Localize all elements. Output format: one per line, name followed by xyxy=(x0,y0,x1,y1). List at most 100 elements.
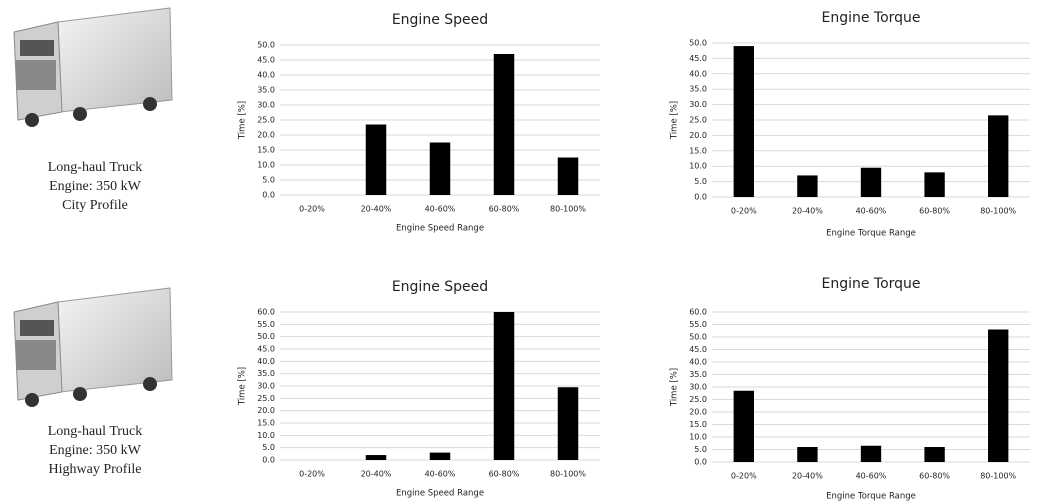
x-tick-label: 20-40% xyxy=(361,205,392,214)
x-tick-label: 0-20% xyxy=(299,470,325,479)
y-tick-label: 40.0 xyxy=(689,358,707,367)
x-tick-label: 80-100% xyxy=(980,472,1016,481)
chart-title: Engine Speed xyxy=(392,279,488,295)
truck-image xyxy=(14,288,172,407)
y-tick-label: 20.0 xyxy=(689,131,707,140)
bar xyxy=(366,455,386,460)
y-tick-label: 35.0 xyxy=(689,370,707,379)
caption: Engine: 350 kW xyxy=(49,443,142,458)
x-tick-label: 80-100% xyxy=(550,205,586,214)
x-tick-label: 80-100% xyxy=(980,207,1016,216)
bar xyxy=(797,175,817,197)
x-tick-label: 40-60% xyxy=(856,472,887,481)
y-tick-label: 45.0 xyxy=(257,345,275,354)
y-tick-label: 50.0 xyxy=(257,41,275,50)
x-tick-label: 40-60% xyxy=(425,470,456,479)
y-tick-label: 5.0 xyxy=(694,445,707,454)
y-tick-label: 35.0 xyxy=(257,86,275,95)
y-tick-label: 20.0 xyxy=(257,406,275,415)
bar xyxy=(494,54,514,195)
y-tick-label: 35.0 xyxy=(689,85,707,94)
y-tick-label: 15.0 xyxy=(257,146,275,155)
y-tick-label: 10.0 xyxy=(257,161,275,170)
y-tick-label: 30.0 xyxy=(689,100,707,109)
y-tick-label: 10.0 xyxy=(689,162,707,171)
bar xyxy=(861,446,881,462)
y-tick-label: 55.0 xyxy=(689,320,707,329)
bar xyxy=(558,158,578,196)
chart-title: Engine Torque xyxy=(821,10,920,26)
y-tick-label: 35.0 xyxy=(257,369,275,378)
y-axis-label: Time [%] xyxy=(670,101,680,140)
y-tick-label: 50.0 xyxy=(689,333,707,342)
y-tick-label: 0.0 xyxy=(694,458,707,467)
x-tick-label: 0-20% xyxy=(731,207,757,216)
y-axis-label: Time [%] xyxy=(238,367,248,406)
bar xyxy=(430,143,450,196)
chart-title: Engine Torque xyxy=(821,276,920,292)
y-tick-label: 15.0 xyxy=(689,420,707,429)
y-tick-label: 45.0 xyxy=(689,54,707,63)
y-tick-label: 30.0 xyxy=(257,101,275,110)
y-tick-label: 40.0 xyxy=(689,69,707,78)
y-tick-label: 55.0 xyxy=(257,320,275,329)
y-tick-label: 50.0 xyxy=(689,39,707,48)
y-tick-label: 5.0 xyxy=(262,443,275,452)
bar xyxy=(430,453,450,460)
y-tick-label: 10.0 xyxy=(689,433,707,442)
x-axis-label: Engine Speed Range xyxy=(396,489,484,499)
caption: Engine: 350 kW xyxy=(49,179,142,194)
bar xyxy=(924,447,944,462)
y-axis-label: Time [%] xyxy=(238,101,248,140)
y-tick-label: 45.0 xyxy=(257,56,275,65)
figure: Long-haul Truck Engine: 350 kW City Prof… xyxy=(0,0,1037,504)
truck-image xyxy=(14,8,172,127)
x-tick-label: 40-60% xyxy=(425,205,456,214)
y-tick-label: 30.0 xyxy=(257,382,275,391)
y-tick-label: 25.0 xyxy=(257,394,275,403)
y-tick-label: 15.0 xyxy=(689,146,707,155)
y-tick-label: 0.0 xyxy=(694,193,707,202)
y-tick-label: 40.0 xyxy=(257,357,275,366)
x-axis-label: Engine Torque Range xyxy=(826,229,916,239)
x-tick-label: 60-80% xyxy=(919,472,950,481)
y-tick-label: 25.0 xyxy=(689,395,707,404)
y-tick-label: 20.0 xyxy=(689,408,707,417)
x-tick-label: 0-20% xyxy=(731,472,757,481)
y-tick-label: 15.0 xyxy=(257,419,275,428)
y-tick-label: 40.0 xyxy=(257,71,275,80)
x-tick-label: 0-20% xyxy=(299,205,325,214)
bar xyxy=(558,387,578,460)
chart-title: Engine Speed xyxy=(392,12,488,28)
y-tick-label: 5.0 xyxy=(262,176,275,185)
x-tick-label: 60-80% xyxy=(919,207,950,216)
caption: Long-haul Truck xyxy=(48,160,143,175)
x-axis-label: Engine Speed Range xyxy=(396,224,484,234)
y-tick-label: 60.0 xyxy=(689,308,707,317)
x-tick-label: 80-100% xyxy=(550,470,586,479)
bar xyxy=(861,168,881,197)
bar xyxy=(797,447,817,462)
y-tick-label: 60.0 xyxy=(257,308,275,317)
bar xyxy=(988,330,1008,463)
y-tick-label: 20.0 xyxy=(257,131,275,140)
y-tick-label: 30.0 xyxy=(689,383,707,392)
y-tick-label: 10.0 xyxy=(257,431,275,440)
y-tick-label: 50.0 xyxy=(257,332,275,341)
y-tick-label: 45.0 xyxy=(689,345,707,354)
bar xyxy=(494,312,514,460)
bar xyxy=(988,115,1008,197)
y-tick-label: 0.0 xyxy=(262,191,275,200)
x-tick-label: 60-80% xyxy=(489,470,520,479)
caption: Highway Profile xyxy=(49,462,142,477)
y-tick-label: 5.0 xyxy=(694,177,707,186)
bar xyxy=(366,125,386,196)
bar xyxy=(734,46,754,197)
x-axis-label: Engine Torque Range xyxy=(826,492,916,502)
caption: Long-haul Truck xyxy=(48,424,143,439)
y-tick-label: 25.0 xyxy=(257,116,275,125)
x-tick-label: 20-40% xyxy=(792,207,823,216)
x-tick-label: 20-40% xyxy=(361,470,392,479)
bar xyxy=(734,391,754,462)
caption: City Profile xyxy=(62,198,128,213)
